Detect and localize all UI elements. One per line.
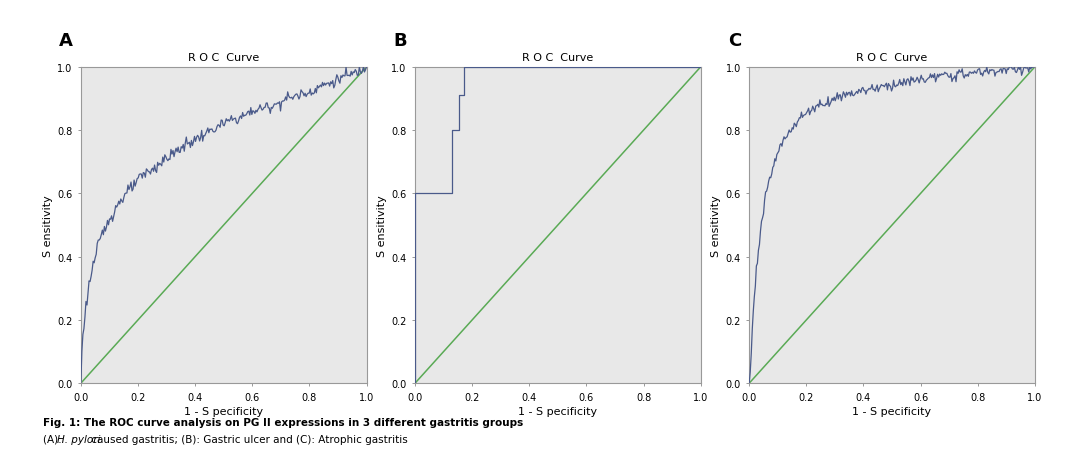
- X-axis label: 1 - S pecificity: 1 - S pecificity: [519, 406, 597, 416]
- Title: R O C  Curve: R O C Curve: [522, 53, 594, 63]
- X-axis label: 1 - S pecificity: 1 - S pecificity: [853, 406, 931, 416]
- X-axis label: 1 - S pecificity: 1 - S pecificity: [184, 406, 263, 416]
- Y-axis label: S ensitivity: S ensitivity: [711, 195, 721, 256]
- Text: B: B: [393, 32, 407, 50]
- Y-axis label: S ensitivity: S ensitivity: [377, 195, 387, 256]
- Text: (A):: (A):: [43, 434, 65, 444]
- Y-axis label: S ensitivity: S ensitivity: [43, 195, 53, 256]
- Text: C: C: [728, 32, 741, 50]
- Text: Fig. 1: The ROC curve analysis on PG II expressions in 3 different gastritis gro: Fig. 1: The ROC curve analysis on PG II …: [43, 417, 524, 427]
- Text: A: A: [59, 32, 73, 50]
- Title: R O C  Curve: R O C Curve: [856, 53, 928, 63]
- Title: R O C  Curve: R O C Curve: [188, 53, 260, 63]
- Text: H. pylori: H. pylori: [57, 434, 100, 444]
- Text: caused gastritis; (B): Gastric ulcer and (C): Atrophic gastritis: caused gastritis; (B): Gastric ulcer and…: [88, 434, 409, 444]
